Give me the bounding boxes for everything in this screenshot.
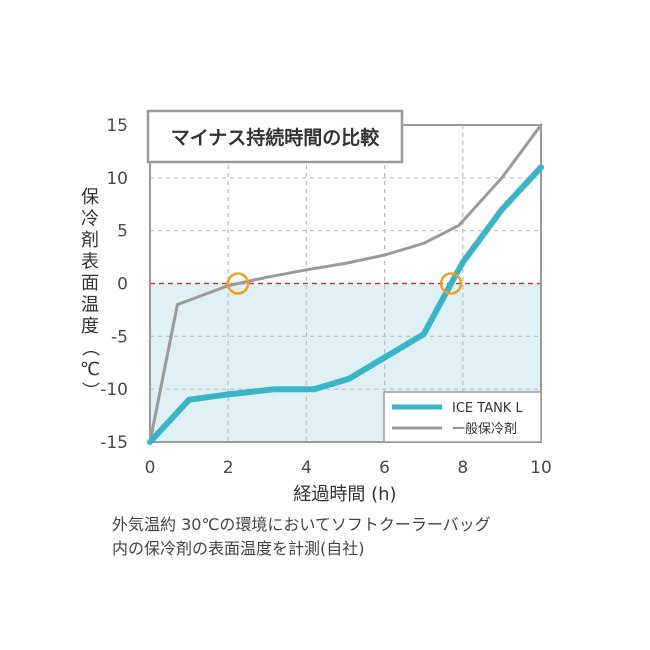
x-tick-label: 8 [457, 458, 468, 478]
crossing-marker [226, 272, 250, 295]
y-axis-label-char: 度 [81, 316, 99, 337]
crossing-markers [226, 272, 463, 295]
y-tick-label: -5 [111, 327, 128, 347]
x-tick-label: 0 [145, 458, 156, 478]
y-tick-label: -15 [100, 433, 128, 453]
y-axis-label-char: ） [79, 382, 100, 400]
y-axis-label-char: 剤 [81, 230, 99, 251]
y-tick-label: 5 [117, 222, 128, 242]
y-tick-label: 10 [106, 169, 128, 189]
x-tick-label: 10 [530, 458, 552, 478]
x-tick-label: 4 [301, 458, 312, 478]
series-layer [147, 123, 544, 445]
y-tick-label: -10 [100, 380, 128, 400]
legend-box [383, 391, 542, 443]
y-axis-label-char: 表 [81, 252, 99, 273]
caption-line-2: 内の保冷剤の表面温度を計測(自社) [112, 539, 365, 558]
y-axis-label-char: （ [79, 339, 100, 357]
tick-labels: 0 2 4 6 8 10 15 10 5 0 -5 -10 -15 [100, 116, 552, 478]
chart-title: マイナス持続時間の比較 [171, 126, 381, 149]
y-axis-label-char: 温 [81, 295, 99, 316]
legend: ICE TANK L 一般保冷剤 [383, 391, 542, 443]
crossing-marker [439, 272, 463, 295]
y-axis-label-char: 面 [81, 273, 99, 294]
x-tick-label: 6 [379, 458, 390, 478]
x-tick-label: 2 [223, 458, 234, 478]
series-line-1 [147, 164, 544, 445]
y-tick-label: 15 [106, 116, 128, 136]
legend-label: ICE TANK L [452, 401, 523, 416]
x-axis-label: 経過時間 (h) [293, 484, 396, 505]
y-axis-label-char: 冷 [81, 209, 99, 230]
y-tick-label: 0 [117, 275, 128, 295]
y-axis-label-char: ℃ [80, 359, 100, 380]
title-box: マイナス持続時間の比較 [146, 109, 404, 164]
legend-label: 一般保冷剤 [452, 421, 517, 437]
caption-line-1: 外気温約 30℃の環境においてソフトクーラーバッグ [112, 515, 491, 534]
y-axis-label-char: 保 [81, 187, 99, 208]
